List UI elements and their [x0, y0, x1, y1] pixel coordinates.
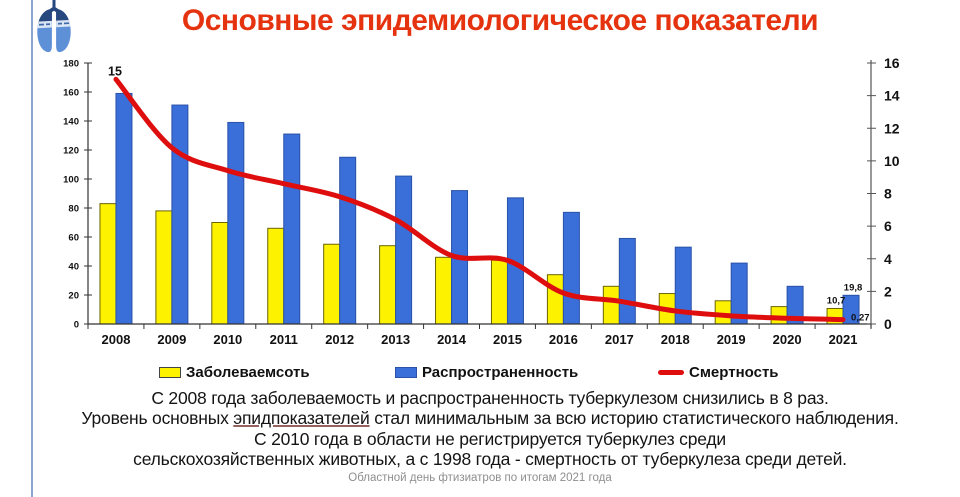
point-label: 19,8	[844, 282, 863, 293]
left-axis-tick-label: 180	[63, 59, 79, 70]
legend-item-mortality: Смертность	[658, 363, 779, 381]
right-axis-tick-label: 2	[884, 283, 892, 299]
x-axis-year-label: 2016	[549, 332, 578, 347]
x-axis-year-label: 2020	[773, 332, 802, 347]
point-label: 0,27	[851, 313, 870, 324]
bar-Заболеваемсоть-2014	[435, 256, 453, 325]
bar-Распространенность-2009	[171, 104, 189, 325]
legend-swatch-mortality-icon	[658, 369, 684, 375]
x-axis-year-label: 2009	[157, 332, 186, 347]
left-axis-tick-label: 20	[68, 291, 79, 302]
x-axis-year-label: 2019	[717, 332, 746, 347]
right-axis-tick-label: 4	[884, 251, 892, 267]
chart-legend: Заболеваемсоть Распространенность Смертн…	[0, 363, 960, 383]
x-axis-year-label: 2010	[213, 332, 242, 347]
right-axis-tick-label: 0	[884, 316, 892, 332]
x-axis-year-label: 2008	[102, 332, 131, 347]
left-axis-tick-label: 0	[74, 320, 79, 331]
x-axis-year-label: 2011	[270, 332, 298, 347]
bar-Распространенность-2008	[115, 92, 133, 325]
bar-Заболеваемсоть-2008	[99, 203, 117, 325]
summary-text: С 2008 года заболеваемость и распростран…	[28, 388, 952, 470]
footer-caption: Областной день фтизиатров по итогам 2021…	[348, 472, 612, 484]
bar-Заболеваемсоть-2017	[602, 285, 620, 325]
epidemiology-chart: 0 20 40 60 80 100 120 140 160 180 0 2 4 6 8 10 12 14 16 200…	[63, 55, 900, 347]
bar-Заболеваемсоть-2015	[490, 259, 508, 325]
summary-line-1: С 2008 года заболеваемость и распростран…	[151, 388, 829, 408]
left-axis-tick-label: 60	[68, 233, 79, 244]
bar-Заболеваемсоть-2010	[211, 222, 229, 325]
right-axis-tick-label: 10	[884, 153, 900, 169]
underlined-word: эпидпоказателей	[233, 408, 370, 429]
page-title: Основные эпидемиологическое показатели	[181, 4, 819, 37]
left-axis-tick-label: 160	[63, 88, 79, 99]
summary-line-2-suffix: стал минимальным за всю историю статисти…	[369, 408, 899, 429]
legend-swatch-prevalence-icon	[395, 366, 417, 378]
point-label: 15	[108, 64, 122, 78]
bar-Распространенность-2013	[395, 175, 413, 325]
bar-Распространенность-2017	[618, 237, 636, 325]
bar-Распространенность-2011	[283, 133, 301, 325]
mortality-line	[113, 76, 846, 323]
left-axis-tick-label: 140	[63, 117, 79, 128]
legend-swatch-incidence-icon	[159, 366, 181, 378]
bar-Заболеваемсоть-2016	[546, 274, 564, 325]
legend-label-incidence: Заболеваемсоть	[186, 363, 310, 381]
bar-Заболеваемсоть-2020	[770, 306, 788, 325]
summary-line-4: сельскохозяйственных животных, а с 1998 …	[133, 449, 847, 470]
right-axis-tick-label: 12	[884, 120, 900, 136]
legend-label-mortality: Смертность	[689, 363, 779, 381]
left-axis-tick-label: 120	[63, 146, 79, 157]
bar-Заболеваемсоть-2012	[323, 243, 341, 325]
point-label: 10,7	[827, 295, 846, 306]
left-axis-tick-label: 100	[63, 175, 79, 186]
lungs-icon	[37, 0, 71, 53]
bar-Заболеваемсоть-2013	[379, 245, 397, 325]
right-axis-tick-label: 8	[884, 186, 892, 202]
x-axis-year-label: 2015	[493, 332, 522, 347]
x-axis-year-label: 2013	[381, 332, 410, 347]
right-axis-tick-label: 16	[884, 55, 900, 71]
x-axis-year-label: 2012	[325, 332, 354, 347]
summary-line-3: С 2010 года в области не регистрируется …	[254, 428, 726, 449]
bar-Заболеваемсоть-2011	[267, 227, 285, 325]
left-axis-tick-label: 40	[68, 262, 79, 273]
bar-Распространенность-2016	[562, 211, 580, 325]
bar-Распространенность-2012	[339, 156, 357, 325]
legend-item-incidence: Заболеваемсоть	[159, 363, 310, 381]
legend-label-prevalence: Распространенность	[422, 363, 579, 381]
bar-Заболеваемсоть-2009	[155, 210, 173, 325]
x-axis-year-label: 2021	[829, 332, 858, 347]
right-axis-tick-label: 14	[884, 88, 900, 104]
bar-Распространенность-2010	[227, 121, 245, 325]
x-axis-year-label: 2017	[605, 332, 634, 347]
left-border-line	[31, 0, 33, 497]
legend-item-prevalence: Распространенность	[395, 363, 578, 381]
right-axis-tick-label: 6	[884, 218, 892, 234]
x-axis-year-label: 2018	[661, 332, 690, 347]
left-axis-tick-label: 80	[68, 204, 79, 215]
summary-line-2: Уровень основных эпидпоказателей стал ми…	[28, 408, 952, 428]
x-axis-year-label: 2014	[437, 332, 467, 347]
summary-line-2-prefix: Уровень основных	[81, 408, 234, 429]
